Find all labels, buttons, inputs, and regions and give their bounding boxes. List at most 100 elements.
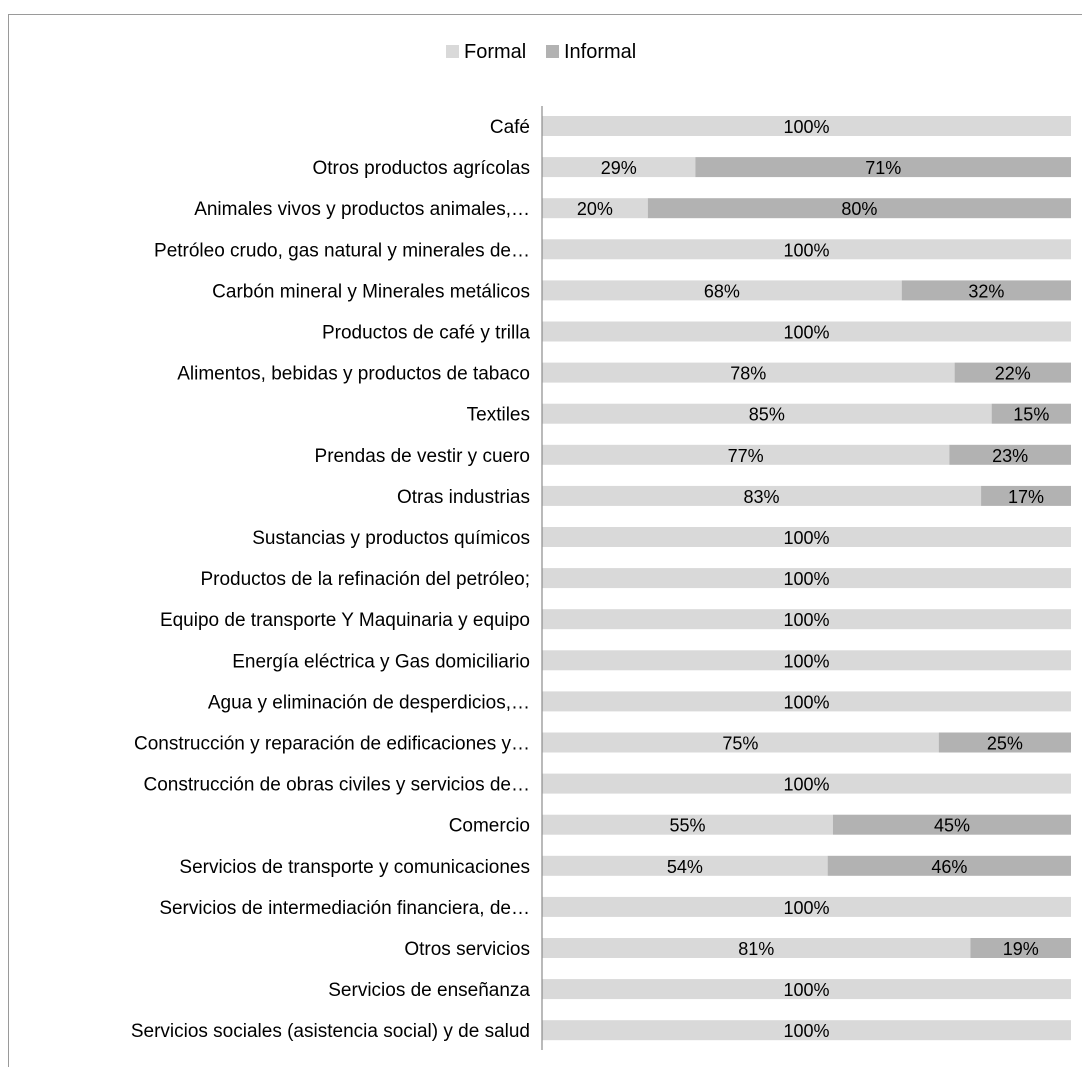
bar-segment-formal [542, 691, 1071, 712]
bar-segment-formal [542, 485, 982, 506]
data-label: 77% [728, 446, 764, 466]
data-label: 15% [1013, 405, 1049, 425]
bar-segment-formal [542, 568, 1071, 589]
data-label: 83% [744, 487, 780, 507]
bar-segment-informal [991, 403, 1071, 424]
legend-label-formal: Formal [464, 41, 526, 63]
legend-label-informal: Informal [564, 41, 636, 63]
chart-frame [8, 14, 1082, 1067]
bar-segment-informal [954, 362, 1071, 383]
category-label: Otras industrias [397, 487, 530, 508]
bar-segment-informal [981, 485, 1071, 506]
bar-segment-informal [970, 938, 1071, 958]
data-label: 80% [841, 199, 877, 219]
bar-segment-formal [542, 896, 1071, 917]
data-label: 100% [783, 117, 829, 137]
category-label: Productos de la refinación del petróleo; [200, 569, 530, 590]
bar-segment-formal [542, 1020, 1071, 1041]
data-label: 25% [987, 734, 1023, 754]
data-label: 46% [931, 857, 967, 877]
category-label: Alimentos, bebidas y productos de tabaco [177, 364, 530, 385]
data-label: 23% [992, 446, 1028, 466]
category-label: Servicios de transporte y comunicaciones [179, 857, 530, 878]
bar-segment-formal [542, 321, 1071, 342]
category-label: Agua y eliminación de desperdicios,… [208, 692, 530, 713]
bar-segment-formal [542, 855, 828, 876]
category-label: Petróleo crudo, gas natural y minerales … [154, 240, 530, 261]
bar-segment-formal [542, 979, 1071, 1000]
category-label: Textiles [467, 405, 530, 426]
bar-segment-formal [542, 403, 992, 424]
data-label: 100% [783, 980, 829, 1000]
bar-segment-formal [542, 650, 1071, 671]
legend-swatch-informal [546, 45, 559, 58]
data-label: 100% [783, 528, 829, 548]
category-label: Animales vivos y productos animales,… [194, 199, 530, 220]
bar-segment-formal [542, 116, 1071, 136]
data-label: 100% [783, 651, 829, 671]
bar-segment-informal [938, 732, 1071, 753]
bar-segment-formal [542, 814, 833, 835]
data-label: 54% [667, 857, 703, 877]
bar-segment-formal [542, 362, 955, 383]
data-label: 29% [601, 158, 637, 178]
category-label: Energía eléctrica y Gas domiciliario [232, 651, 530, 672]
data-label: 100% [783, 1021, 829, 1041]
bar-segment-formal [542, 239, 1071, 260]
data-label: 45% [934, 816, 970, 836]
data-label: 100% [783, 610, 829, 630]
bar-segment-informal [901, 280, 1071, 301]
bar-segment-formal [542, 444, 950, 465]
data-label: 75% [722, 734, 758, 754]
category-label: Servicios de intermediación financiera, … [159, 898, 530, 919]
data-label: 19% [1003, 939, 1039, 959]
data-label: 22% [995, 364, 1031, 384]
legend: Formal Informal [446, 41, 636, 63]
data-label: 100% [783, 692, 829, 712]
bar-segment-informal [647, 198, 1071, 219]
data-label: 68% [704, 281, 740, 301]
data-label: 55% [669, 816, 705, 836]
category-label: Otros productos agrícolas [312, 158, 530, 179]
category-label: Otros servicios [404, 939, 530, 960]
bars: 100% 29% 71% 20% 80% 100% 68% 32% 100% 78% 22% 85% 1… [542, 116, 1071, 1041]
data-label: 100% [783, 898, 829, 918]
category-label: Productos de café y trilla [322, 323, 530, 344]
data-label: 32% [968, 281, 1004, 301]
bar-segment-informal [695, 157, 1071, 178]
data-label: 20% [577, 199, 613, 219]
data-label: 100% [783, 323, 829, 343]
category-label: Sustancias y productos químicos [252, 528, 530, 549]
category-label: Servicios de enseñanza [328, 980, 530, 1001]
bar-segment-formal [542, 773, 1071, 794]
data-label: 78% [730, 364, 766, 384]
data-label: 100% [783, 240, 829, 260]
category-label: Prendas de vestir y cuero [315, 446, 530, 467]
bar-segment-informal [949, 444, 1071, 465]
data-label: 81% [738, 939, 774, 959]
category-label: Construcción y reparación de edificacion… [134, 734, 530, 755]
bar-segment-formal [542, 198, 648, 219]
category-label: Construcción de obras civiles y servicio… [144, 775, 531, 796]
category-label: Comercio [449, 816, 530, 837]
category-label: Carbón mineral y Minerales metálicos [212, 281, 530, 302]
legend-swatch-formal [446, 45, 459, 58]
data-label: 71% [865, 158, 901, 178]
data-label: 85% [749, 405, 785, 425]
bar-segment-formal [542, 280, 902, 301]
data-label: 100% [783, 569, 829, 589]
bar-segment-formal [542, 609, 1071, 630]
bar-segment-formal [542, 938, 971, 958]
bar-segment-formal [542, 732, 939, 753]
bar-segment-formal [542, 157, 696, 178]
bar-segment-informal [832, 814, 1071, 835]
category-label: Equipo de transporte Y Maquinaria y equi… [160, 610, 530, 631]
category-labels: Café Otros productos agrícolas Animales vi… [131, 117, 531, 1042]
data-label: 17% [1008, 487, 1044, 507]
bar-segment-formal [542, 527, 1071, 547]
data-label: 100% [783, 775, 829, 795]
category-label: Servicios sociales (asistencia social) y… [131, 1021, 530, 1042]
category-label: Café [490, 117, 530, 138]
bar-segment-informal [827, 855, 1071, 876]
